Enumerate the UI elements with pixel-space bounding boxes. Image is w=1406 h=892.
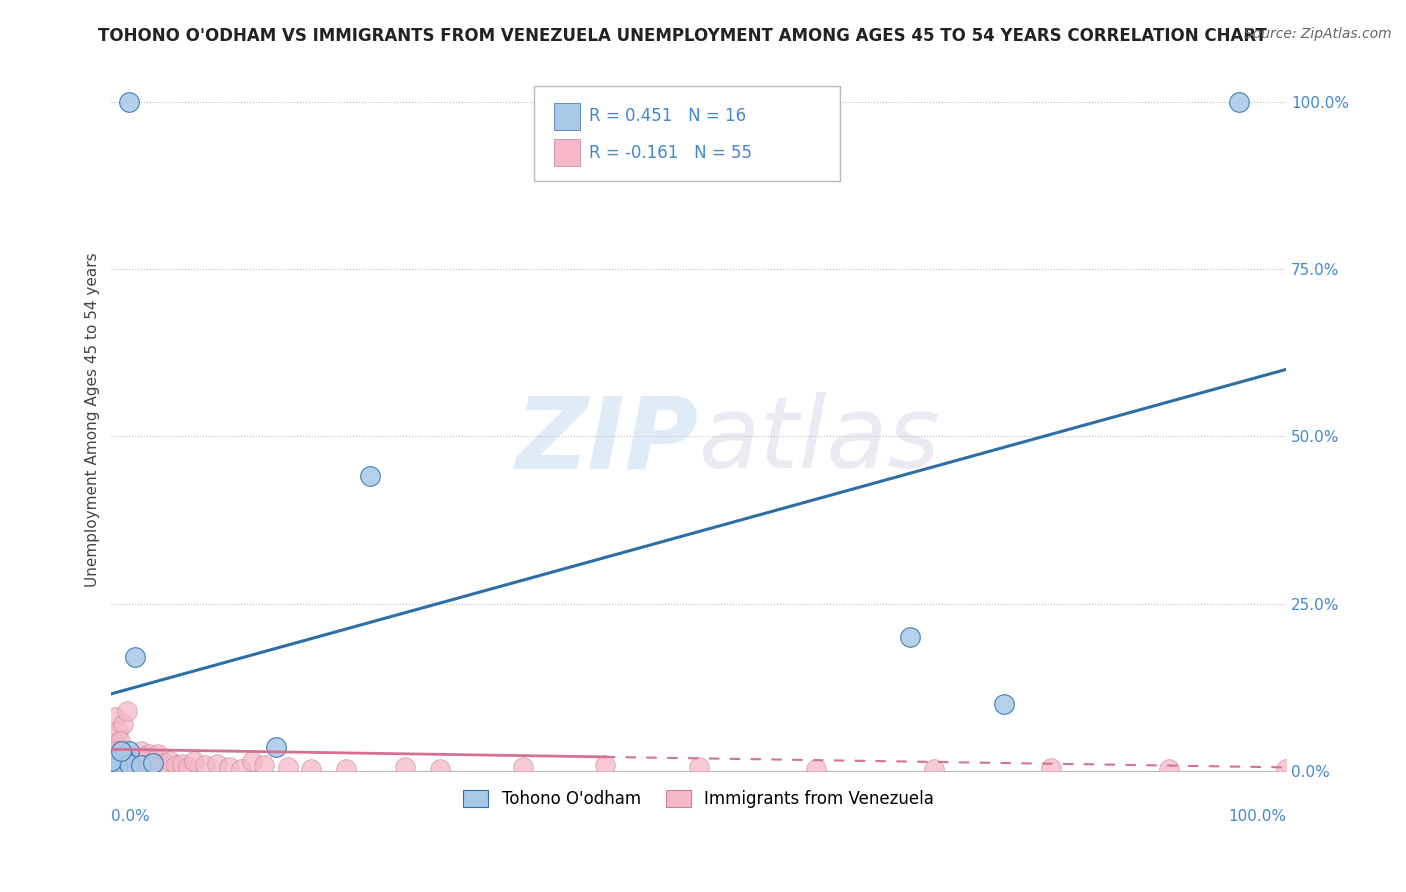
Point <box>105 760 128 774</box>
Point <box>125 758 148 772</box>
Legend: Tohono O'odham, Immigrants from Venezuela: Tohono O'odham, Immigrants from Venezuel… <box>457 783 941 815</box>
Y-axis label: Unemployment Among Ages 45 to 54 years: Unemployment Among Ages 45 to 54 years <box>86 252 100 587</box>
Point <box>593 758 616 772</box>
Point <box>105 737 128 751</box>
Point <box>1275 763 1298 777</box>
Text: 100.0%: 100.0% <box>1227 809 1286 824</box>
Point <box>922 763 945 777</box>
Point <box>118 757 141 772</box>
Point <box>335 763 357 777</box>
Point <box>105 744 128 758</box>
Point <box>153 756 176 770</box>
Point <box>118 744 141 758</box>
Text: R = 0.451   N = 16: R = 0.451 N = 16 <box>589 107 747 125</box>
Point <box>134 754 156 768</box>
Point <box>105 754 128 768</box>
Point <box>129 744 152 758</box>
Point <box>104 710 127 724</box>
Point <box>118 750 141 764</box>
Point <box>127 757 149 772</box>
Point <box>429 762 451 776</box>
Text: 0.0%: 0.0% <box>111 809 150 824</box>
Point <box>135 757 157 772</box>
Point <box>141 760 163 774</box>
Point <box>177 760 200 774</box>
Point <box>1157 762 1180 776</box>
Text: R = -0.161   N = 55: R = -0.161 N = 55 <box>589 144 752 161</box>
Point <box>107 723 129 738</box>
Point <box>141 754 163 768</box>
Point <box>359 469 381 483</box>
Point <box>183 754 205 768</box>
Point <box>138 747 160 761</box>
Point <box>165 758 187 772</box>
Point <box>115 704 138 718</box>
Point <box>253 758 276 772</box>
Point <box>120 756 142 770</box>
Point <box>111 750 134 764</box>
Point <box>1227 95 1250 109</box>
Point <box>124 756 146 770</box>
Point <box>159 754 181 768</box>
Point <box>128 754 150 768</box>
Point <box>112 747 135 761</box>
Point <box>100 731 122 745</box>
Point <box>512 760 534 774</box>
Point <box>121 752 143 766</box>
Point <box>898 630 921 644</box>
Point <box>688 760 710 774</box>
Bar <box>554 139 581 166</box>
Point <box>141 756 163 770</box>
Point <box>170 757 193 772</box>
Point <box>993 697 1015 711</box>
Point <box>145 752 167 766</box>
Point <box>108 733 131 747</box>
Point <box>218 760 240 774</box>
Point <box>124 650 146 665</box>
Point <box>110 744 132 758</box>
Point <box>114 754 136 768</box>
Point <box>132 750 155 764</box>
Bar <box>554 103 581 129</box>
Text: TOHONO O'ODHAM VS IMMIGRANTS FROM VENEZUELA UNEMPLOYMENT AMONG AGES 45 TO 54 YEA: TOHONO O'ODHAM VS IMMIGRANTS FROM VENEZU… <box>98 27 1267 45</box>
FancyBboxPatch shape <box>534 86 839 181</box>
Point <box>264 740 287 755</box>
Point <box>804 762 827 776</box>
Text: Source: ZipAtlas.com: Source: ZipAtlas.com <box>1244 27 1392 41</box>
Point <box>112 750 135 764</box>
Point <box>277 760 299 774</box>
Point <box>103 740 125 755</box>
Point <box>118 95 141 109</box>
Point <box>129 758 152 772</box>
Point <box>229 762 252 776</box>
Point <box>205 757 228 772</box>
Point <box>194 758 217 772</box>
Point <box>112 717 135 731</box>
Point <box>110 744 132 758</box>
Text: atlas: atlas <box>699 392 941 489</box>
Point <box>394 760 416 774</box>
Point <box>148 747 170 761</box>
Point <box>240 754 263 768</box>
Text: ZIP: ZIP <box>516 392 699 489</box>
Point <box>1040 761 1063 775</box>
Point <box>136 757 159 772</box>
Point <box>299 762 322 776</box>
Point <box>100 754 122 768</box>
